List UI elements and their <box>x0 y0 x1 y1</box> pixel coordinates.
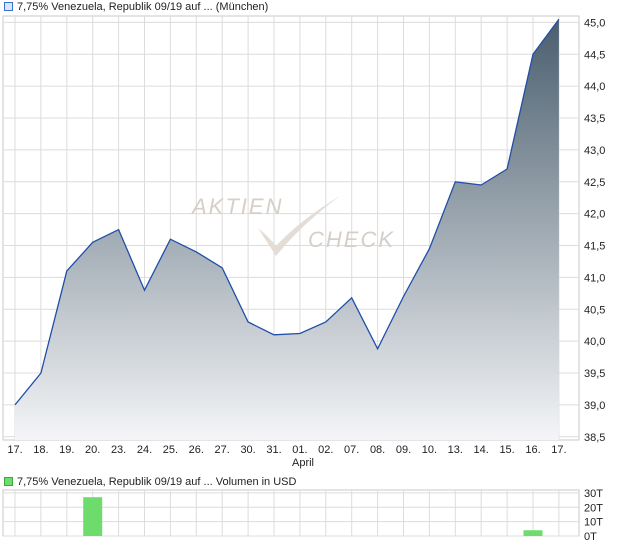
volume-y-tick-label: 0T <box>584 531 597 543</box>
volume-bar <box>523 530 543 536</box>
price-legend-swatch <box>4 2 13 11</box>
price-line <box>14 18 560 406</box>
price-legend-text: 7,75% Venezuela, Republik 09/19 auf ... … <box>17 1 269 13</box>
price-x-tick-label: 19. <box>59 444 74 456</box>
price-x-tick-label: 17. <box>7 444 22 456</box>
price-y-tick-label: 43,0 <box>584 145 605 157</box>
price-y-tick-label: 40,0 <box>584 336 605 348</box>
price-x-axis: 17. 18. 19. 20. 23. 24. 25. 26. 27. 30. 31. 01. 02. 0… <box>7 444 566 456</box>
price-y-tick-label: 44,5 <box>584 49 605 61</box>
price-chart-legend: 7,75% Venezuela, Republik 09/19 auf ... … <box>2 0 268 14</box>
price-y-tick-label: 39,5 <box>584 368 605 380</box>
volume-y-tick-label: 20T <box>584 502 603 514</box>
volume-chart-legend: 7,75% Venezuela, Republik 09/19 auf ... … <box>2 475 296 489</box>
price-x-tick-label: 07. <box>344 444 359 456</box>
aktiencheck-watermark: AKTIEN CHECK <box>190 194 395 256</box>
month-label: April <box>292 457 314 469</box>
volume-bars <box>83 497 543 536</box>
price-y-tick-label: 40,5 <box>584 304 605 316</box>
volume-y-tick-label: 10T <box>584 517 603 529</box>
price-y-axis: 38,5 39,0 39,5 40,0 40,5 41,0 41,5 42,0 42,5 43,0… <box>584 17 605 443</box>
price-x-tick-label: 01. <box>292 444 307 456</box>
price-x-tick-label: 09. <box>396 444 411 456</box>
volume-legend-swatch <box>4 477 13 486</box>
price-x-tick-label: 10. <box>422 444 437 456</box>
volume-y-tick-label: 30T <box>584 488 603 500</box>
price-x-tick-label: 14. <box>474 444 489 456</box>
watermark-bottom-text: CHECK <box>308 227 395 252</box>
price-area <box>15 19 559 440</box>
watermark-top-text: AKTIEN <box>190 194 283 219</box>
price-x-tick-label: 25. <box>163 444 178 456</box>
volume-y-axis: 30T 20T 10T 0T <box>584 488 603 543</box>
price-x-tick-label: 16. <box>525 444 540 456</box>
volume-chart: 30T 20T 10T 0T <box>2 488 603 543</box>
price-x-tick-label: 30. <box>240 444 255 456</box>
price-y-tick-label: 39,0 <box>584 400 605 412</box>
price-x-tick-label: 24. <box>137 444 152 456</box>
price-x-tick-label: 20. <box>85 444 100 456</box>
price-x-tick-label: 15. <box>499 444 514 456</box>
price-x-tick-label: 18. <box>33 444 48 456</box>
price-x-tick-label: 26. <box>189 444 204 456</box>
price-x-tick-label: 08. <box>370 444 385 456</box>
price-y-tick-label: 41,0 <box>584 272 605 284</box>
volume-legend-text: 7,75% Venezuela, Republik 09/19 auf ... … <box>17 476 297 488</box>
price-x-tick-label: 13. <box>448 444 463 456</box>
price-x-tick-label: 31. <box>266 444 281 456</box>
price-y-tick-label: 45,0 <box>584 17 605 29</box>
price-x-tick-label: 17. <box>551 444 566 456</box>
price-y-tick-label: 38,5 <box>584 432 605 444</box>
price-chart: AKTIEN CHECK 38,5 39,0 39,5 40,0 40,5 41,0 41,… <box>2 15 605 469</box>
price-x-tick-label: 23. <box>111 444 126 456</box>
price-y-tick-label: 42,0 <box>584 209 605 221</box>
price-y-tick-label: 42,5 <box>584 177 605 189</box>
volume-bar <box>83 497 103 536</box>
price-x-tick-label: 27. <box>215 444 230 456</box>
price-x-tick-label: 02. <box>318 444 333 456</box>
price-y-tick-label: 44,0 <box>584 81 605 93</box>
price-y-tick-label: 43,5 <box>584 113 605 125</box>
watermark-check-icon <box>258 196 340 256</box>
price-y-tick-label: 41,5 <box>584 241 605 253</box>
